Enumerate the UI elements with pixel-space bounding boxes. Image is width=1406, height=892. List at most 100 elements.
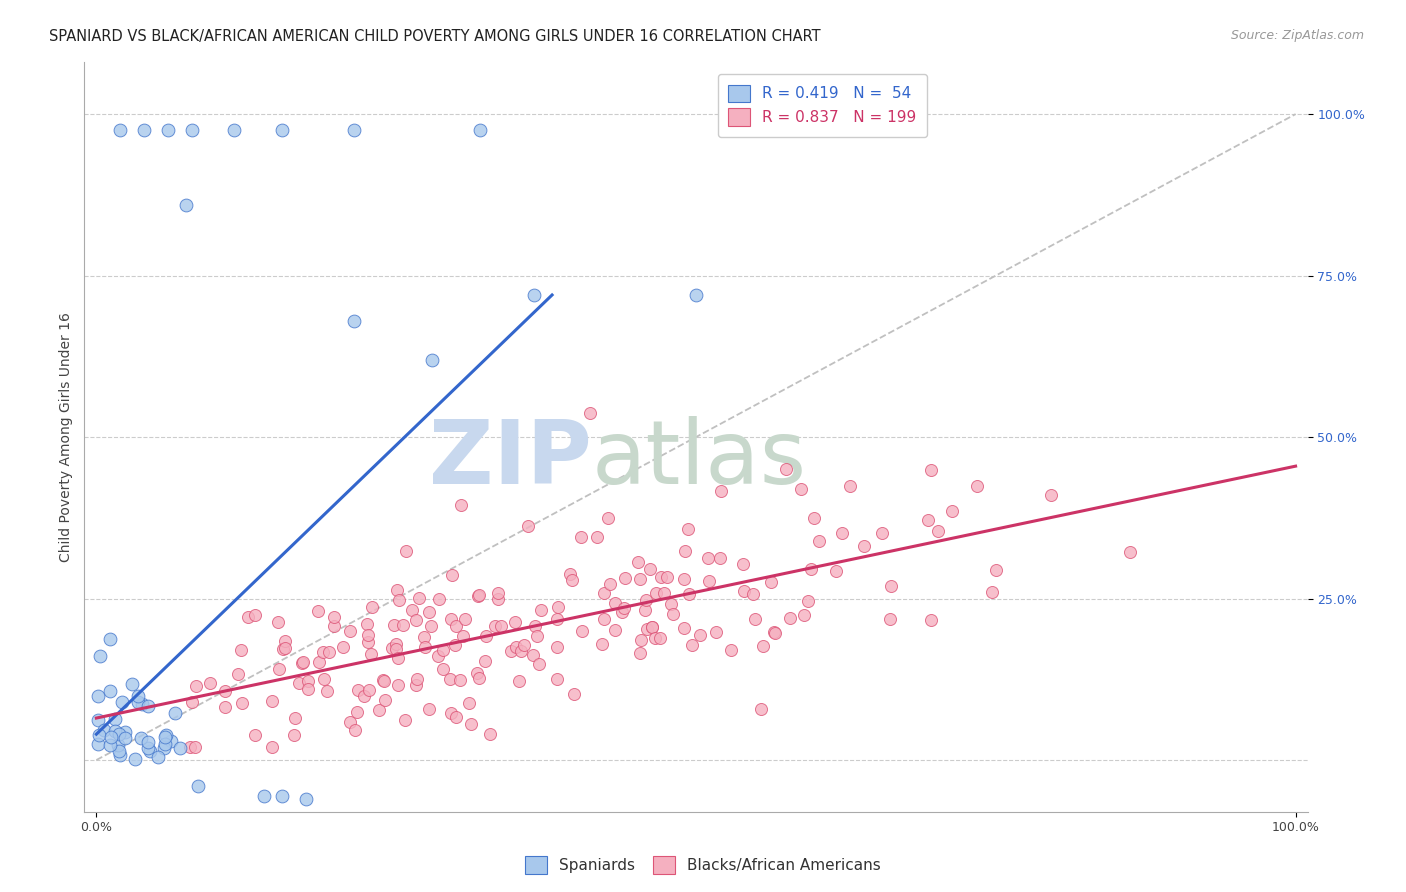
Point [628, 572, 651, 586]
Point [427, 648, 450, 663]
Point [134, 123, 156, 137]
Point [392, 618, 415, 632]
Point [634, 592, 657, 607]
Point [879, 612, 901, 626]
Point [314, 672, 336, 686]
Point [800, 562, 823, 576]
Point [288, 675, 311, 690]
Point [652, 586, 675, 600]
Point [432, 643, 454, 657]
Point [231, 696, 253, 710]
Point [636, 622, 658, 636]
Point [339, 714, 361, 729]
Point [439, 673, 461, 687]
Point [152, 740, 174, 755]
Point [628, 646, 651, 660]
Point [440, 612, 463, 626]
Point [394, 713, 416, 727]
Point [316, 683, 339, 698]
Point [153, 737, 176, 751]
Point [274, 641, 297, 656]
Point [704, 625, 727, 640]
Point [509, 644, 531, 658]
Point [146, 749, 169, 764]
Point [761, 575, 783, 590]
Point [297, 681, 319, 696]
Point [174, 197, 197, 211]
Point [681, 639, 703, 653]
Point [127, 695, 149, 709]
Point [659, 597, 682, 611]
Point [136, 735, 159, 749]
Point [155, 728, 177, 742]
Point [273, 634, 295, 648]
Point [418, 702, 440, 716]
Point [169, 740, 191, 755]
Point [384, 637, 406, 651]
Point [527, 657, 550, 671]
Point [599, 577, 621, 591]
Point [371, 673, 394, 687]
Point [475, 629, 498, 643]
Point [387, 651, 409, 665]
Point [523, 288, 546, 302]
Point [136, 699, 159, 714]
Point [661, 607, 683, 622]
Text: Source: ZipAtlas.com: Source: ZipAtlas.com [1230, 29, 1364, 42]
Legend: R = 0.419   N =  54, R = 0.837   N = 199: R = 0.419 N = 54, R = 0.837 N = 199 [717, 74, 927, 136]
Point [381, 640, 404, 655]
Point [131, 698, 153, 712]
Point [571, 624, 593, 639]
Point [163, 706, 186, 720]
Point [546, 673, 568, 687]
Point [440, 706, 463, 720]
Point [586, 530, 609, 544]
Point [214, 684, 236, 698]
Point [413, 630, 436, 644]
Point [598, 511, 620, 525]
Point [322, 618, 344, 632]
Point [709, 550, 731, 565]
Point [614, 571, 637, 585]
Point [138, 744, 160, 758]
Point [98, 632, 121, 646]
Point [561, 573, 583, 587]
Point [444, 618, 467, 632]
Point [382, 618, 405, 632]
Point [775, 462, 797, 476]
Point [295, 792, 318, 806]
Point [579, 406, 602, 420]
Point [530, 603, 553, 617]
Point [360, 647, 382, 661]
Point [474, 654, 496, 668]
Point [339, 624, 361, 639]
Point [238, 609, 260, 624]
Point [93, 723, 115, 738]
Point [592, 612, 614, 626]
Point [558, 566, 581, 581]
Point [157, 123, 180, 137]
Point [183, 740, 205, 755]
Point [920, 613, 942, 627]
Point [927, 524, 949, 538]
Point [98, 684, 121, 698]
Point [413, 640, 436, 654]
Point [672, 621, 695, 635]
Point [641, 620, 664, 634]
Point [880, 579, 903, 593]
Point [569, 530, 592, 544]
Point [89, 728, 111, 742]
Point [181, 123, 204, 137]
Point [744, 612, 766, 626]
Point [503, 615, 526, 630]
Point [267, 615, 290, 630]
Point [831, 526, 853, 541]
Point [332, 640, 354, 655]
Point [89, 649, 111, 664]
Point [103, 724, 125, 739]
Point [124, 752, 146, 766]
Point [824, 564, 846, 578]
Point [920, 463, 942, 477]
Point [803, 510, 825, 524]
Point [752, 639, 775, 653]
